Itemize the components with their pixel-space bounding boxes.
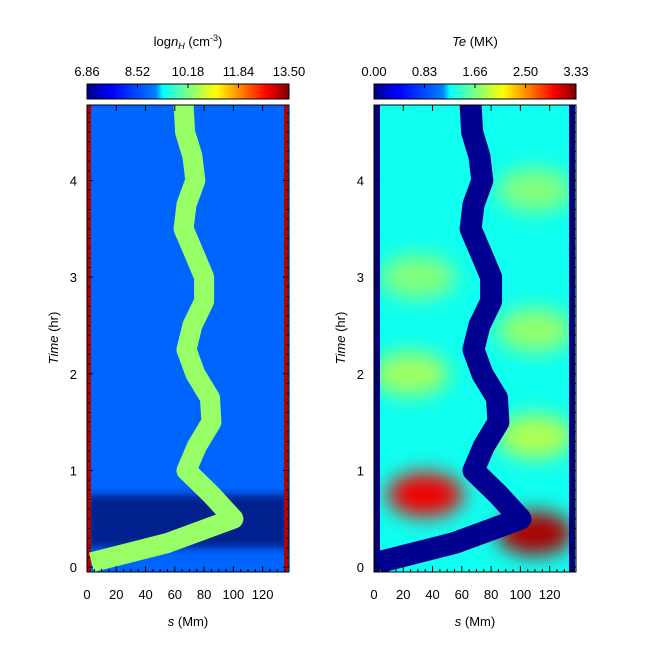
colorbar-tick-label: 3.33: [563, 64, 588, 79]
colorbar-tick-label: 6.86: [74, 64, 99, 79]
temperature-panel: 0.00 0.83 1.66 2.50 3.33 0 20 40 60 80 100 120 0 1 2 3 4: [357, 64, 589, 602]
plot-frame: [373, 104, 577, 573]
x-tick-label: 120: [539, 587, 561, 602]
y-tick-label: 0: [70, 560, 77, 575]
temperature-colorbar-title: Te (MK): [452, 34, 498, 49]
y-tick-label: 0: [357, 560, 364, 575]
heatmap: [374, 105, 576, 572]
colorbar: 0.00 0.83 1.66 2.50 3.33: [361, 64, 589, 100]
x-tick-label: 40: [138, 587, 152, 602]
colorbar-tick-label: 13.50: [273, 64, 306, 79]
x-tick-label: 100: [510, 587, 532, 602]
heatmap-edge-right: [569, 105, 575, 572]
x-tick-label: 20: [109, 587, 123, 602]
x-tick-label: 100: [223, 587, 245, 602]
colorbar-tick-label: 10.18: [172, 64, 205, 79]
x-tick-label: 60: [168, 587, 182, 602]
heatmap-hot-spot: [374, 351, 449, 396]
x-tick-label: 120: [252, 587, 274, 602]
heatmap-footpoint-left: [87, 105, 91, 572]
colorbar-tick-label: 0.83: [412, 64, 437, 79]
y-tick-label: 2: [70, 367, 77, 382]
x-tick-label: 60: [455, 587, 469, 602]
colorbar-tick-label: 0.00: [361, 64, 386, 79]
y-tick-label: 2: [357, 367, 364, 382]
x-tick-label: 80: [484, 587, 498, 602]
plot-frame: [86, 104, 290, 573]
colorbar-tick-label: 1.66: [462, 64, 487, 79]
colorbar: 6.86 8.52 10.18 11.84 13.50: [74, 64, 306, 100]
density-x-axis-label: s (Mm): [168, 614, 208, 629]
temperature-y-axis-label: Time (hr): [333, 312, 348, 365]
y-tick-label: 1: [357, 463, 364, 478]
x-tick-label: 80: [197, 587, 211, 602]
heatmap-hot-spot: [497, 168, 574, 213]
x-tick-label: 20: [396, 587, 410, 602]
x-axis: 0 20 40 60 80 100 120: [370, 105, 573, 602]
heatmap-hot-spot: [379, 255, 456, 300]
density-panel: 6.86 8.52 10.18 11.84 13.50 0 20 40 60 80 100 120 0 1…: [70, 64, 306, 602]
x-tick-label: 0: [370, 587, 377, 602]
y-tick-label: 4: [357, 173, 364, 188]
heatmap-condensation-track: [88, 105, 244, 572]
colorbar-tick-label: 8.52: [125, 64, 150, 79]
y-tick-label: 1: [70, 463, 77, 478]
y-tick-label: 3: [70, 270, 77, 285]
heatmap-footpoint-right: [284, 105, 288, 572]
temperature-x-axis-label: s (Mm): [455, 614, 495, 629]
density-colorbar-title: lognH (cm-3): [154, 33, 223, 51]
x-axis: 0 20 40 60 80 100 120: [83, 105, 286, 602]
heatmap-hot-spot: [387, 472, 464, 517]
heatmap: [87, 105, 289, 572]
density-y-axis-label: Time (hr): [46, 312, 61, 365]
colorbar-tick-label: 11.84: [223, 64, 255, 79]
y-tick-label: 4: [70, 173, 77, 188]
y-tick-label: 3: [357, 270, 364, 285]
heatmap-hot-spot: [497, 414, 574, 459]
y-axis: 0 1 2 3 4: [70, 112, 289, 575]
y-axis: 0 1 2 3 4: [357, 112, 576, 575]
heatmap-edge-left: [374, 105, 380, 572]
x-tick-label: 0: [83, 587, 90, 602]
x-tick-label: 40: [425, 587, 439, 602]
colorbar-tick-label: 2.50: [513, 64, 538, 79]
heatmap-cool-track: [375, 105, 532, 572]
heatmap-hot-spot: [497, 308, 574, 353]
